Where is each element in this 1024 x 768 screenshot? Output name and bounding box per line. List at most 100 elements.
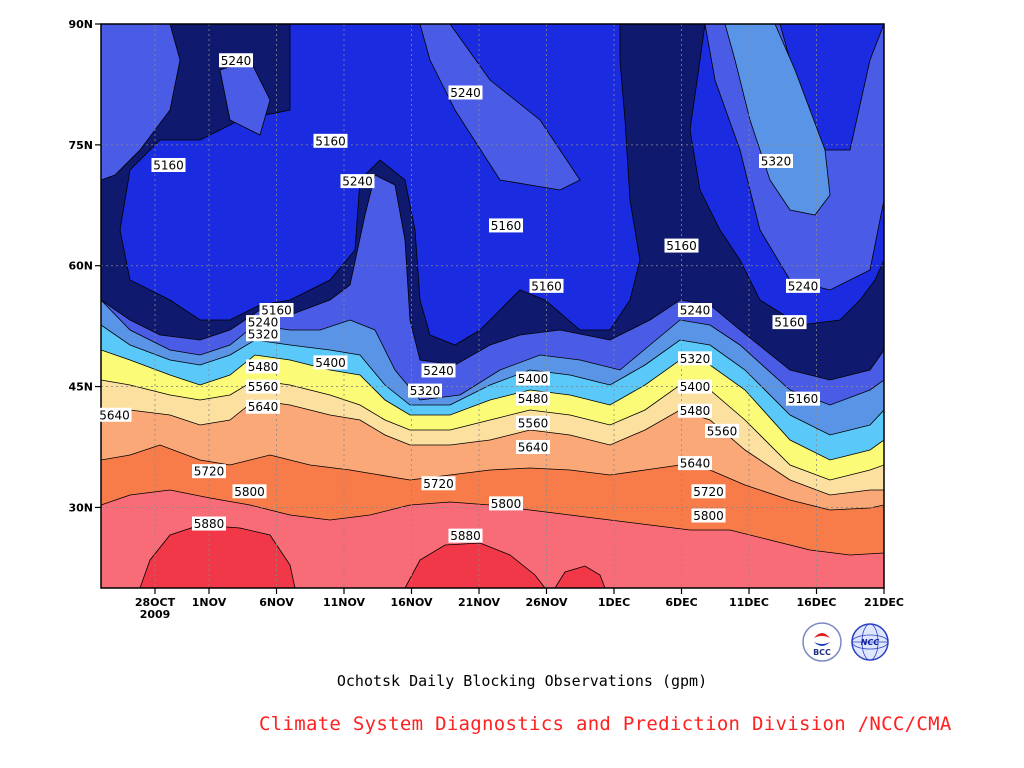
contour-label: 5480 bbox=[516, 391, 550, 406]
contour-label: 5560 bbox=[705, 423, 739, 438]
plot-frame bbox=[100, 23, 885, 589]
chart-caption: Ochotsk Daily Blocking Observations (gpm… bbox=[336, 672, 708, 690]
x-tick-label: 1DEC bbox=[598, 596, 630, 609]
contour-label-box bbox=[772, 315, 807, 330]
contour-label: 5720 bbox=[691, 484, 726, 499]
contour-label: 5880 bbox=[192, 516, 226, 531]
x-tick-label: 21DEC bbox=[864, 596, 904, 609]
contour-label-text: 5720 bbox=[693, 485, 724, 499]
contour-label-text: 5800 bbox=[693, 509, 724, 523]
contour-label-text: 5480 bbox=[518, 392, 549, 406]
x-tick-label: 16DEC bbox=[796, 596, 836, 609]
contour-label: 5240 bbox=[786, 278, 820, 293]
contour-label-text: 5160 bbox=[315, 134, 346, 148]
contour-label: 5240 bbox=[340, 174, 375, 189]
y-tick-label: 30N bbox=[68, 501, 93, 514]
contour-label-text: 5560 bbox=[248, 380, 279, 394]
contour-label-box bbox=[448, 85, 483, 100]
contour-band bbox=[139, 524, 606, 588]
contour-label: 5560 bbox=[516, 415, 550, 430]
contour-label-text: 5320 bbox=[248, 328, 279, 342]
contour-label-text: 5240 bbox=[248, 316, 279, 330]
contour-label: 5720 bbox=[421, 476, 456, 491]
contour-label-box bbox=[529, 278, 564, 293]
x-tick-label: 26NOV bbox=[525, 596, 568, 609]
contour-label: 5800 bbox=[232, 484, 267, 499]
contour-label-text: 5240 bbox=[423, 364, 454, 378]
contour-label-text: 5880 bbox=[450, 529, 481, 543]
contour-label: 5160 bbox=[313, 133, 348, 148]
contour-label-text: 5240 bbox=[788, 279, 819, 293]
contour-label: 5160 bbox=[489, 218, 523, 233]
contour-label-text: 5800 bbox=[234, 485, 265, 499]
contour-label-box bbox=[489, 218, 523, 233]
y-tick-label: 90N bbox=[68, 18, 93, 31]
contour-label-box bbox=[421, 476, 456, 491]
contour-label-text: 5160 bbox=[666, 239, 697, 253]
x-tick-label: 28OCT bbox=[135, 596, 176, 609]
contour-label-text: 5160 bbox=[261, 304, 292, 318]
ncc-logo-label: NCC bbox=[861, 638, 880, 647]
contour-label-box bbox=[516, 391, 550, 406]
x-tick-label: 6DEC bbox=[665, 596, 697, 609]
contour-label-box bbox=[691, 508, 726, 523]
contour-label-text: 5560 bbox=[518, 416, 549, 430]
contour-label-box bbox=[678, 456, 712, 471]
contour-label-box bbox=[340, 174, 375, 189]
contour-label-box bbox=[246, 359, 280, 374]
bcc-logo-label: BCC bbox=[813, 648, 831, 657]
contour-label-box bbox=[678, 379, 712, 394]
contour-label-text: 5720 bbox=[423, 477, 454, 491]
contour-label: 5240 bbox=[246, 315, 280, 330]
contour-label-text: 5640 bbox=[248, 400, 279, 414]
contour-label-text: 5800 bbox=[491, 497, 522, 511]
contour-label-box bbox=[97, 407, 132, 422]
y-axis: 30N 45N 60N 75N 90N bbox=[68, 18, 101, 514]
contour-label-text: 5640 bbox=[680, 457, 711, 471]
x-tick-label: 21NOV bbox=[458, 596, 501, 609]
contour-label: 5160 bbox=[151, 158, 186, 173]
credit-text: Climate System Diagnostics and Predictio… bbox=[259, 713, 952, 735]
contour-label-text: 5240 bbox=[450, 86, 481, 100]
contour-label-box bbox=[421, 363, 456, 378]
contour-label: 5480 bbox=[678, 403, 712, 418]
contour-label-text: 5720 bbox=[194, 465, 225, 479]
contour-label-box bbox=[246, 399, 280, 414]
y-tick-label: 45N bbox=[68, 381, 93, 394]
contour-label-text: 5160 bbox=[153, 159, 184, 173]
contour-label: 5160 bbox=[529, 278, 564, 293]
contour-label-box bbox=[219, 53, 253, 68]
contour-label-text: 5640 bbox=[518, 441, 549, 455]
contour-label: 5640 bbox=[246, 399, 280, 414]
contour-label: 5240 bbox=[448, 85, 483, 100]
contour-label-text: 5480 bbox=[680, 404, 711, 418]
contour-label-box bbox=[759, 153, 793, 168]
contour-label-box bbox=[678, 303, 712, 318]
contour-label-text: 5240 bbox=[221, 54, 252, 68]
contour-label-box bbox=[151, 158, 186, 172]
contour-label-text: 5320 bbox=[761, 154, 792, 168]
contour-band bbox=[101, 24, 884, 346]
ncc-logo-icon: NCC bbox=[846, 620, 894, 664]
contour-label-box bbox=[408, 383, 442, 398]
bcc-logo-icon: BCC bbox=[800, 620, 844, 664]
contour-label-box bbox=[691, 484, 726, 499]
contour-label-text: 5240 bbox=[342, 175, 373, 189]
contour-label-text: 5480 bbox=[248, 360, 279, 374]
contour-label: 5160 bbox=[786, 391, 820, 406]
contour-label-box bbox=[313, 355, 348, 370]
contour-label-box bbox=[246, 379, 280, 394]
contour-label: 5400 bbox=[313, 355, 348, 370]
contour-label-box bbox=[678, 403, 712, 418]
contour-label: 5720 bbox=[192, 464, 226, 479]
contour-label: 5560 bbox=[246, 379, 280, 394]
contour-label: 5640 bbox=[516, 440, 550, 455]
contour-label: 5160 bbox=[772, 315, 807, 330]
contour-label-text: 5160 bbox=[491, 219, 522, 233]
contour-label: 5240 bbox=[219, 53, 253, 68]
contour-label-box bbox=[259, 303, 294, 318]
contour-label-box bbox=[516, 371, 550, 386]
contour-label: 5320 bbox=[408, 383, 442, 398]
contour-label-text: 5400 bbox=[680, 380, 711, 394]
